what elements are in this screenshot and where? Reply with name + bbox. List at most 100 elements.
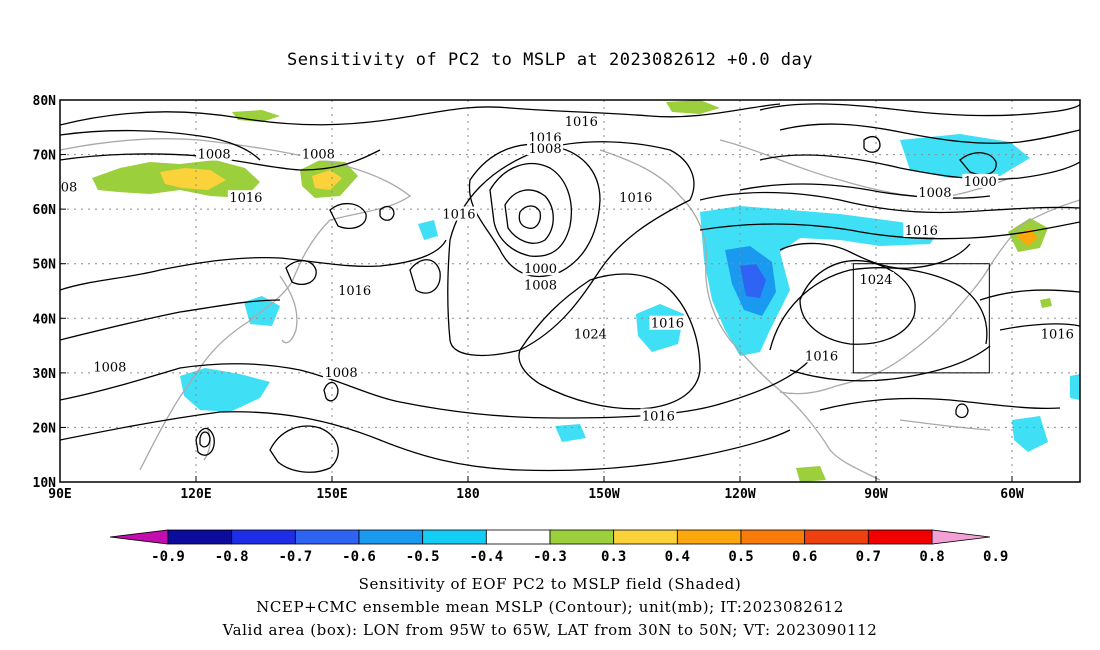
lat-label: 20N [33, 421, 57, 436]
footer-line-2: NCEP+CMC ensemble mean MSLP (Contour); u… [256, 598, 844, 616]
contour-label-bg [903, 222, 940, 237]
contour-label-bg [527, 141, 564, 156]
lat-label: 50N [33, 258, 57, 273]
contour-label: 1008 [325, 366, 358, 381]
lat-label: 60N [33, 203, 57, 218]
colorbar-label: 0.3 [601, 549, 626, 565]
valid-area-box [852, 263, 990, 374]
shade-green-arctic-2 [666, 100, 720, 114]
colorbar-swatch [231, 529, 296, 545]
shade-green-small-2 [1040, 298, 1052, 308]
isobars [60, 103, 1080, 473]
shade-cyan-small-3 [555, 424, 586, 442]
lon-label: 150W [588, 487, 619, 502]
colorbar-label: 0.7 [856, 549, 881, 565]
contour-label: 1008 [198, 148, 231, 163]
contour-label: 1016 [905, 224, 938, 239]
contour-label: 1016 [619, 191, 652, 206]
colorbar-swatch [867, 529, 933, 545]
shade-cyan-small-4 [1070, 374, 1080, 400]
contour-label: 1016 [565, 115, 598, 130]
shade-yellow-siberia [160, 168, 226, 190]
map-title: Sensitivity of PC2 to MSLP at 2023082612… [286, 50, 813, 70]
lon-label: 120E [180, 487, 211, 502]
contour-label: 1008 [524, 279, 557, 294]
contour-label-bg [527, 130, 564, 145]
contour-label-bg [227, 190, 264, 205]
contour-label: 1008 [93, 360, 126, 375]
lat-label: 10N [33, 476, 57, 491]
contour-label-bg [91, 359, 128, 374]
colorbar-swatch [613, 529, 678, 545]
colorbar-label: -0.5 [406, 549, 440, 565]
colorbar-label: -0.7 [278, 549, 312, 565]
contour-label-bg [962, 173, 999, 188]
footer-line-1: Sensitivity of EOF PC2 to MSLP field (Sh… [358, 575, 742, 593]
shade-yellow-ne-siberia [312, 170, 342, 190]
contour-label: 1016 [229, 191, 262, 206]
contour-label-bg [196, 146, 233, 161]
lon-label: 90W [864, 487, 888, 502]
colorbar-label: 0.4 [665, 549, 690, 565]
contour-label-bg [440, 206, 477, 221]
contour-label: 1008 [529, 142, 562, 157]
contour-label: 1016 [651, 317, 684, 332]
contour-label-bg [300, 146, 337, 161]
axis-labels: 90E 120E 150E 180 150W 120W 90W 60W 80N 70N 60N 50N… [33, 94, 1024, 502]
contour-label-bg [522, 277, 559, 292]
contour-label-bg [323, 364, 360, 379]
colorbar-label: -0.4 [469, 549, 503, 565]
colorbar: -0.9 -0.8 -0.7 -0.6 -0.5 -0.4 -0.3 0.3 0.4 0.5 0.6… [109, 529, 1008, 565]
colorbar-label: -0.8 [215, 549, 249, 565]
contour-label-bg [916, 184, 953, 199]
contour-label: 1008 [918, 186, 951, 201]
shade-darkblue-namerica [740, 264, 766, 298]
lon-label: 150E [316, 487, 347, 502]
contour-label-bg [640, 408, 677, 423]
colorbar-swatch [485, 529, 551, 545]
contour-label: 1008 [302, 148, 335, 163]
contour-label: 1016 [1041, 328, 1074, 343]
colorbar-swatch [740, 529, 806, 545]
shade-cyan-small-2 [418, 220, 438, 240]
contour-label: 1016 [642, 410, 675, 425]
contour-label: 1016 [338, 284, 371, 299]
colorbar-swatch [422, 529, 487, 545]
lat-label: 80N [33, 94, 57, 109]
footer-line-3: Valid area (box): LON from 95W to 65W, L… [222, 621, 878, 639]
colorbar-low-arrow [109, 529, 169, 545]
shade-orange-greenland [1016, 228, 1038, 246]
contour-label-bg [1039, 326, 1076, 341]
lon-label: 180 [456, 487, 480, 502]
contour-label: 1024 [859, 273, 892, 288]
lon-label: 60W [1000, 487, 1024, 502]
lon-label: 90E [48, 487, 71, 502]
contour-label: 1016 [805, 349, 838, 364]
contour-label: 1000 [964, 175, 997, 190]
contour-label-bg [59, 179, 80, 194]
colorbar-swatch [549, 529, 615, 545]
colorbar-label: -0.3 [533, 549, 567, 565]
colorbar-label: -0.6 [342, 549, 376, 565]
colorbar-label: 0.5 [728, 549, 753, 565]
shade-cyan-small-1 [1012, 416, 1048, 452]
contour-label-bg [563, 113, 600, 128]
lat-label: 40N [33, 312, 57, 327]
colorbar-swatch [676, 529, 742, 545]
contour-label: 1016 [442, 208, 475, 223]
contour-label-bg [803, 348, 840, 363]
contour-label: 1000 [524, 262, 557, 277]
contour-label-bg [522, 261, 559, 276]
colorbar-swatch [804, 529, 869, 545]
colorbar-label: 0.9 [983, 549, 1008, 565]
colorbar-swatch [294, 529, 360, 545]
lat-label: 30N [33, 367, 57, 382]
colorbar-swatch [358, 529, 424, 545]
contour-label-bg [649, 315, 686, 330]
colorbar-label: 0.8 [919, 549, 944, 565]
contour-label-bg [858, 272, 894, 287]
colorbar-label: -0.9 [151, 549, 185, 565]
lat-label: 70N [33, 149, 57, 164]
